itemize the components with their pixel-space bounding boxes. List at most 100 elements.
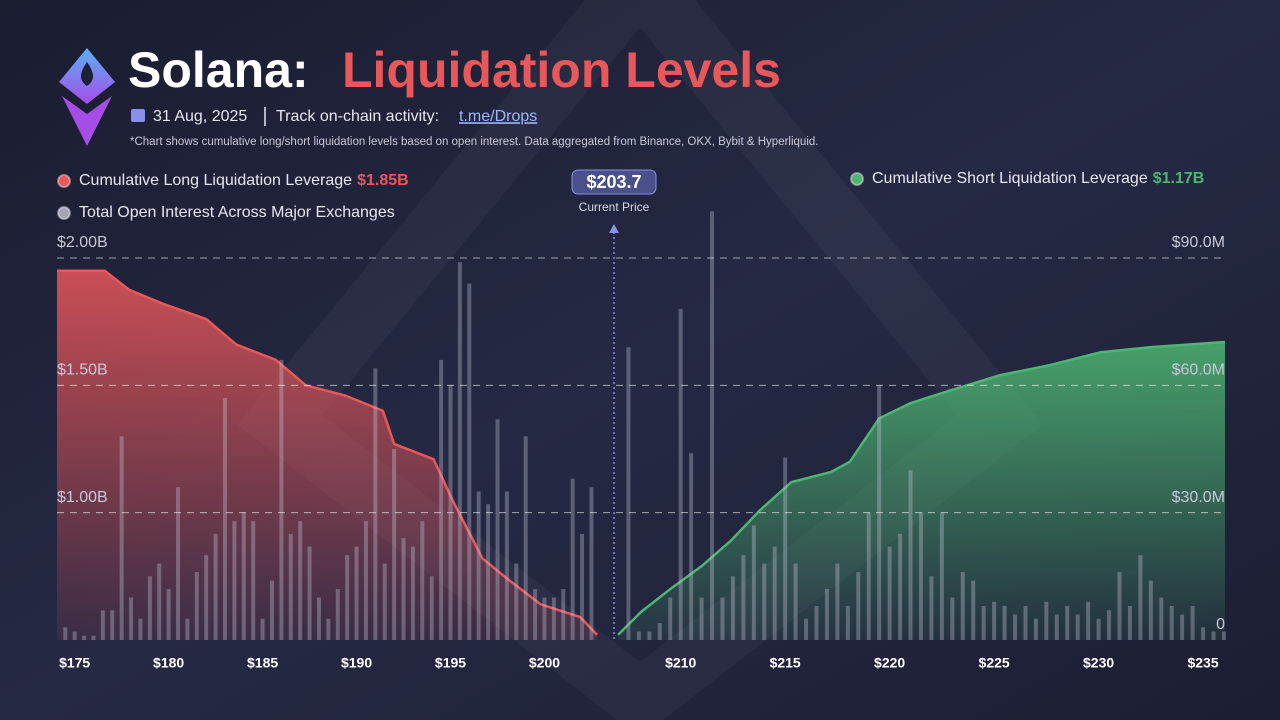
bar — [1044, 601, 1049, 640]
title-highlight: Liquidation Levels — [342, 42, 781, 98]
bar — [1159, 597, 1164, 640]
bar — [551, 597, 556, 640]
bar — [1096, 618, 1101, 640]
bar — [1013, 614, 1018, 640]
bar — [793, 563, 798, 640]
bar — [345, 555, 350, 640]
x-tick-label: $190 — [341, 655, 372, 671]
bar — [194, 572, 199, 640]
legend-label: Cumulative Long Liquidation Leverage $1.8… — [79, 172, 409, 189]
bar — [1138, 555, 1143, 640]
bar — [678, 308, 683, 640]
bar — [783, 457, 788, 640]
bar — [251, 521, 256, 640]
legend-total: $1.17B — [1153, 170, 1205, 187]
bar — [845, 606, 850, 640]
bar — [699, 597, 704, 640]
bar — [1190, 606, 1195, 640]
legend-total: $1.85B — [357, 172, 409, 189]
x-tick-label: $180 — [153, 655, 184, 671]
title-prefix: Solana: — [128, 42, 309, 98]
bar — [647, 631, 652, 640]
bar — [589, 487, 594, 640]
bar — [523, 436, 528, 640]
bar — [486, 504, 491, 640]
bar — [223, 398, 228, 640]
bar — [971, 580, 976, 640]
bar — [326, 618, 331, 640]
bar — [1180, 614, 1185, 640]
x-tick-label: $230 — [1083, 655, 1114, 671]
bar — [804, 618, 809, 640]
bar — [166, 589, 171, 640]
bar — [119, 436, 124, 640]
legend-name: Cumulative Long Liquidation Leverage — [79, 172, 352, 189]
bar — [373, 368, 378, 640]
legend-swatch — [57, 206, 71, 220]
bar — [1221, 631, 1226, 640]
bar — [1127, 606, 1132, 640]
bar — [772, 546, 777, 640]
bar — [533, 589, 538, 640]
bar — [213, 533, 218, 640]
bar — [110, 610, 115, 640]
bar — [668, 597, 673, 640]
bar — [887, 546, 892, 640]
bar — [950, 597, 955, 640]
bar — [457, 262, 462, 640]
bar — [730, 576, 735, 640]
bar — [751, 525, 756, 640]
x-tick-label: $220 — [874, 655, 905, 671]
bar — [363, 521, 368, 640]
x-tick-label: $225 — [979, 655, 1010, 671]
area-line — [57, 269, 598, 636]
bar — [1117, 572, 1122, 640]
bar — [410, 546, 415, 640]
legend-swatch — [57, 174, 71, 188]
bar — [762, 563, 767, 640]
bar — [241, 512, 246, 640]
bar — [307, 546, 312, 640]
bar — [382, 563, 387, 640]
x-tick-label: $195 — [435, 655, 466, 671]
bar — [626, 347, 631, 640]
bar — [129, 597, 134, 640]
bar — [185, 618, 190, 640]
y-tick-label: $1.50B — [57, 362, 108, 379]
bar — [814, 606, 819, 640]
logo — [59, 48, 115, 146]
area — [618, 342, 1225, 640]
current-price-label: $203.7 — [586, 172, 641, 192]
bar — [401, 538, 406, 640]
legend-swatch — [850, 172, 864, 186]
current-price-caption: Current Price — [579, 200, 650, 214]
bar — [467, 283, 472, 640]
bar — [1169, 606, 1174, 640]
link[interactable]: t.me/Drops — [459, 108, 537, 125]
bar — [420, 521, 425, 640]
bar — [1075, 614, 1080, 640]
y2-tick-label: $30.0M — [1172, 489, 1225, 506]
bar — [981, 606, 986, 640]
bar — [992, 601, 997, 640]
bar — [866, 512, 871, 640]
bar — [279, 359, 284, 640]
bar — [710, 211, 715, 641]
bar — [1107, 610, 1112, 640]
bar — [908, 470, 913, 640]
bar — [335, 589, 340, 640]
legend-name: Cumulative Short Liquidation Leverage — [872, 170, 1148, 187]
bar — [204, 555, 209, 640]
bar — [636, 631, 641, 640]
bar — [580, 533, 585, 640]
x-tick-label: $185 — [247, 655, 278, 671]
area — [57, 270, 598, 640]
bar — [260, 618, 265, 640]
bar — [898, 533, 903, 640]
x-tick-label: $210 — [665, 655, 696, 671]
bar — [929, 576, 934, 640]
bar — [63, 627, 68, 640]
bar — [960, 572, 965, 640]
y-tick-label: $2.00B — [57, 234, 108, 251]
x-tick-label: $175 — [59, 655, 90, 671]
